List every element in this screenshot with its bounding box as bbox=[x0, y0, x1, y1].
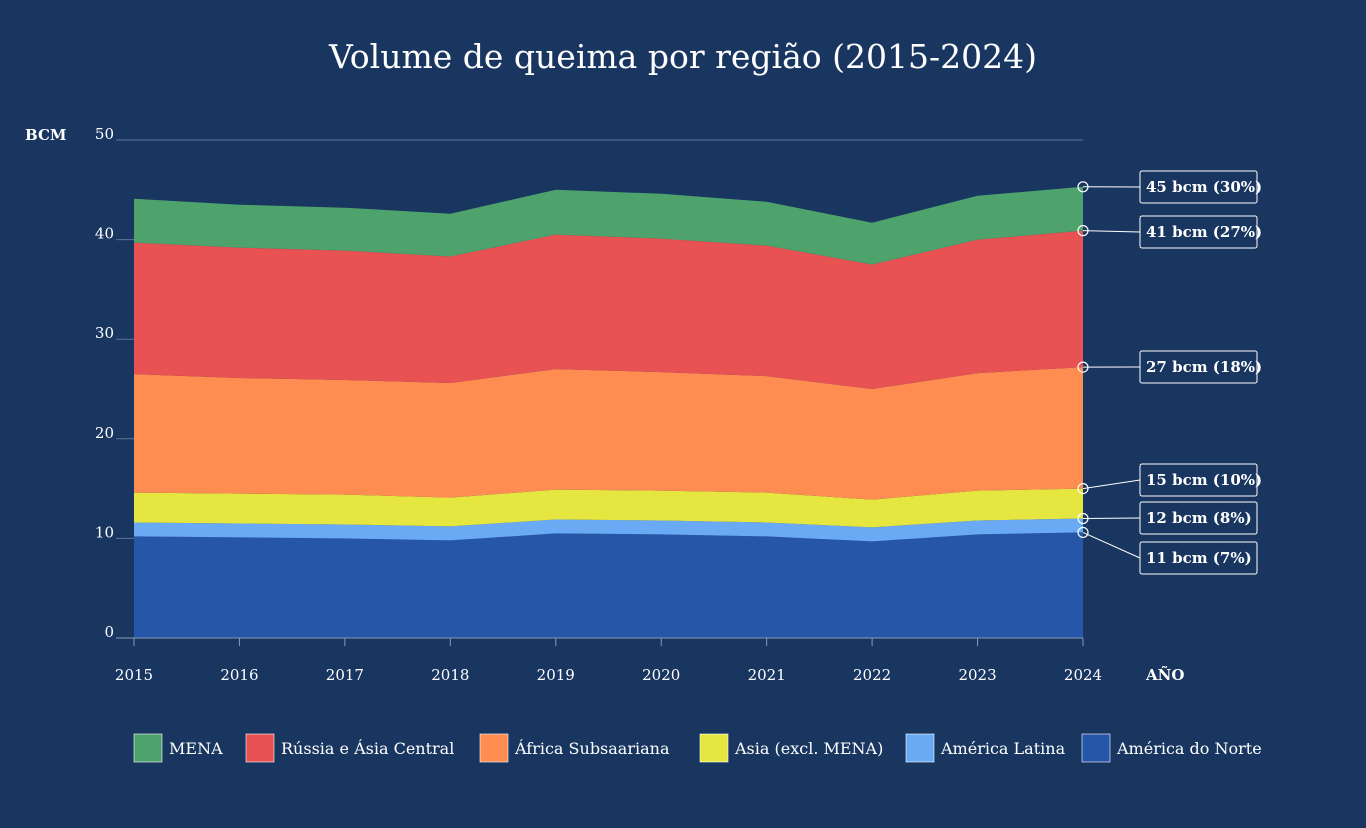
y-tick-label: 40 bbox=[95, 225, 114, 243]
legend-swatch bbox=[479, 733, 509, 763]
callout-leader bbox=[1082, 531, 1141, 559]
callout-leader bbox=[1082, 479, 1141, 490]
y-tick-label: 20 bbox=[95, 424, 114, 442]
callout-box bbox=[1139, 170, 1258, 204]
callout-label: 11 bcm (7%) bbox=[1146, 549, 1252, 567]
x-tick-label: 2023 bbox=[958, 666, 996, 684]
axes: 2015 2016 2017 2018 2019 2020 2021 2022 2023 2024 bbox=[115, 637, 1102, 684]
callout-box bbox=[1139, 541, 1258, 575]
legend-label: Asia (excl. MENA) bbox=[734, 739, 883, 758]
y-tick-label: 50 bbox=[95, 125, 114, 143]
callout-box bbox=[1139, 501, 1258, 535]
legend-swatch bbox=[1081, 733, 1111, 763]
y-axis-title: BCM bbox=[25, 126, 67, 144]
x-tick-label: 2019 bbox=[537, 666, 575, 684]
x-tick-label: 2020 bbox=[642, 666, 680, 684]
legend-label: Rússia e Ásia Central bbox=[281, 738, 454, 758]
x-tick-label: 2015 bbox=[115, 666, 153, 684]
callout-label: 27 bcm (18%) bbox=[1146, 358, 1262, 376]
legend-swatch bbox=[905, 733, 935, 763]
y-tick-label: 30 bbox=[95, 324, 114, 342]
x-tick-label: 2022 bbox=[853, 666, 891, 684]
end-value-labels: 45 bcm (30%) 41 bcm (27%) 27 bcm (18%) 15 b… bbox=[1077, 170, 1262, 575]
x-tick-label: 2018 bbox=[431, 666, 469, 684]
callout-label: 41 bcm (27%) bbox=[1146, 223, 1262, 241]
callout-marker bbox=[1077, 483, 1089, 495]
legend-swatch bbox=[133, 733, 163, 763]
legend-swatch bbox=[245, 733, 275, 763]
x-tick-label: 2024 bbox=[1064, 666, 1102, 684]
legend-label: MENA bbox=[169, 739, 223, 758]
legend: MENA Rússia e Ásia Central África Subsaari… bbox=[133, 733, 1262, 763]
callout-box bbox=[1139, 350, 1258, 384]
callout-marker bbox=[1077, 361, 1089, 373]
callout-leader bbox=[1082, 230, 1141, 233]
callout-label: 45 bcm (30%) bbox=[1146, 178, 1262, 196]
legend-swatch bbox=[699, 733, 729, 763]
chart-title: Volume de queima por região (2015-2024) bbox=[328, 37, 1037, 76]
legend-label: América Latina bbox=[940, 739, 1066, 758]
area-series bbox=[134, 186, 1083, 638]
callout-label: 15 bcm (10%) bbox=[1146, 471, 1262, 489]
y-tick-label: 0 bbox=[104, 623, 114, 641]
y-tick-label: 10 bbox=[95, 523, 114, 541]
area--frica-subsaariana bbox=[134, 367, 1083, 500]
x-tick-label: 2017 bbox=[326, 666, 364, 684]
area-am-rica-do-norte bbox=[134, 532, 1083, 638]
area-am-rica-latina bbox=[134, 518, 1083, 542]
callout-marker bbox=[1077, 225, 1089, 237]
callout-marker bbox=[1077, 512, 1089, 525]
x-tick-label: 2016 bbox=[220, 666, 258, 684]
legend-label: América do Norte bbox=[1116, 739, 1262, 758]
x-tick-label: 2021 bbox=[748, 666, 786, 684]
callout-marker bbox=[1077, 181, 1089, 193]
callout-box bbox=[1139, 463, 1258, 497]
callout-label: 12 bcm (8%) bbox=[1146, 509, 1252, 527]
callout-box bbox=[1139, 215, 1258, 249]
area-mena bbox=[134, 186, 1083, 265]
area-r-ssia-e-sia-central bbox=[134, 230, 1083, 389]
area-asia-excl-mena- bbox=[134, 488, 1083, 528]
callout-marker bbox=[1077, 526, 1089, 539]
x-axis-title: AÑO bbox=[1145, 665, 1184, 684]
legend-label: África Subsaariana bbox=[514, 738, 670, 758]
